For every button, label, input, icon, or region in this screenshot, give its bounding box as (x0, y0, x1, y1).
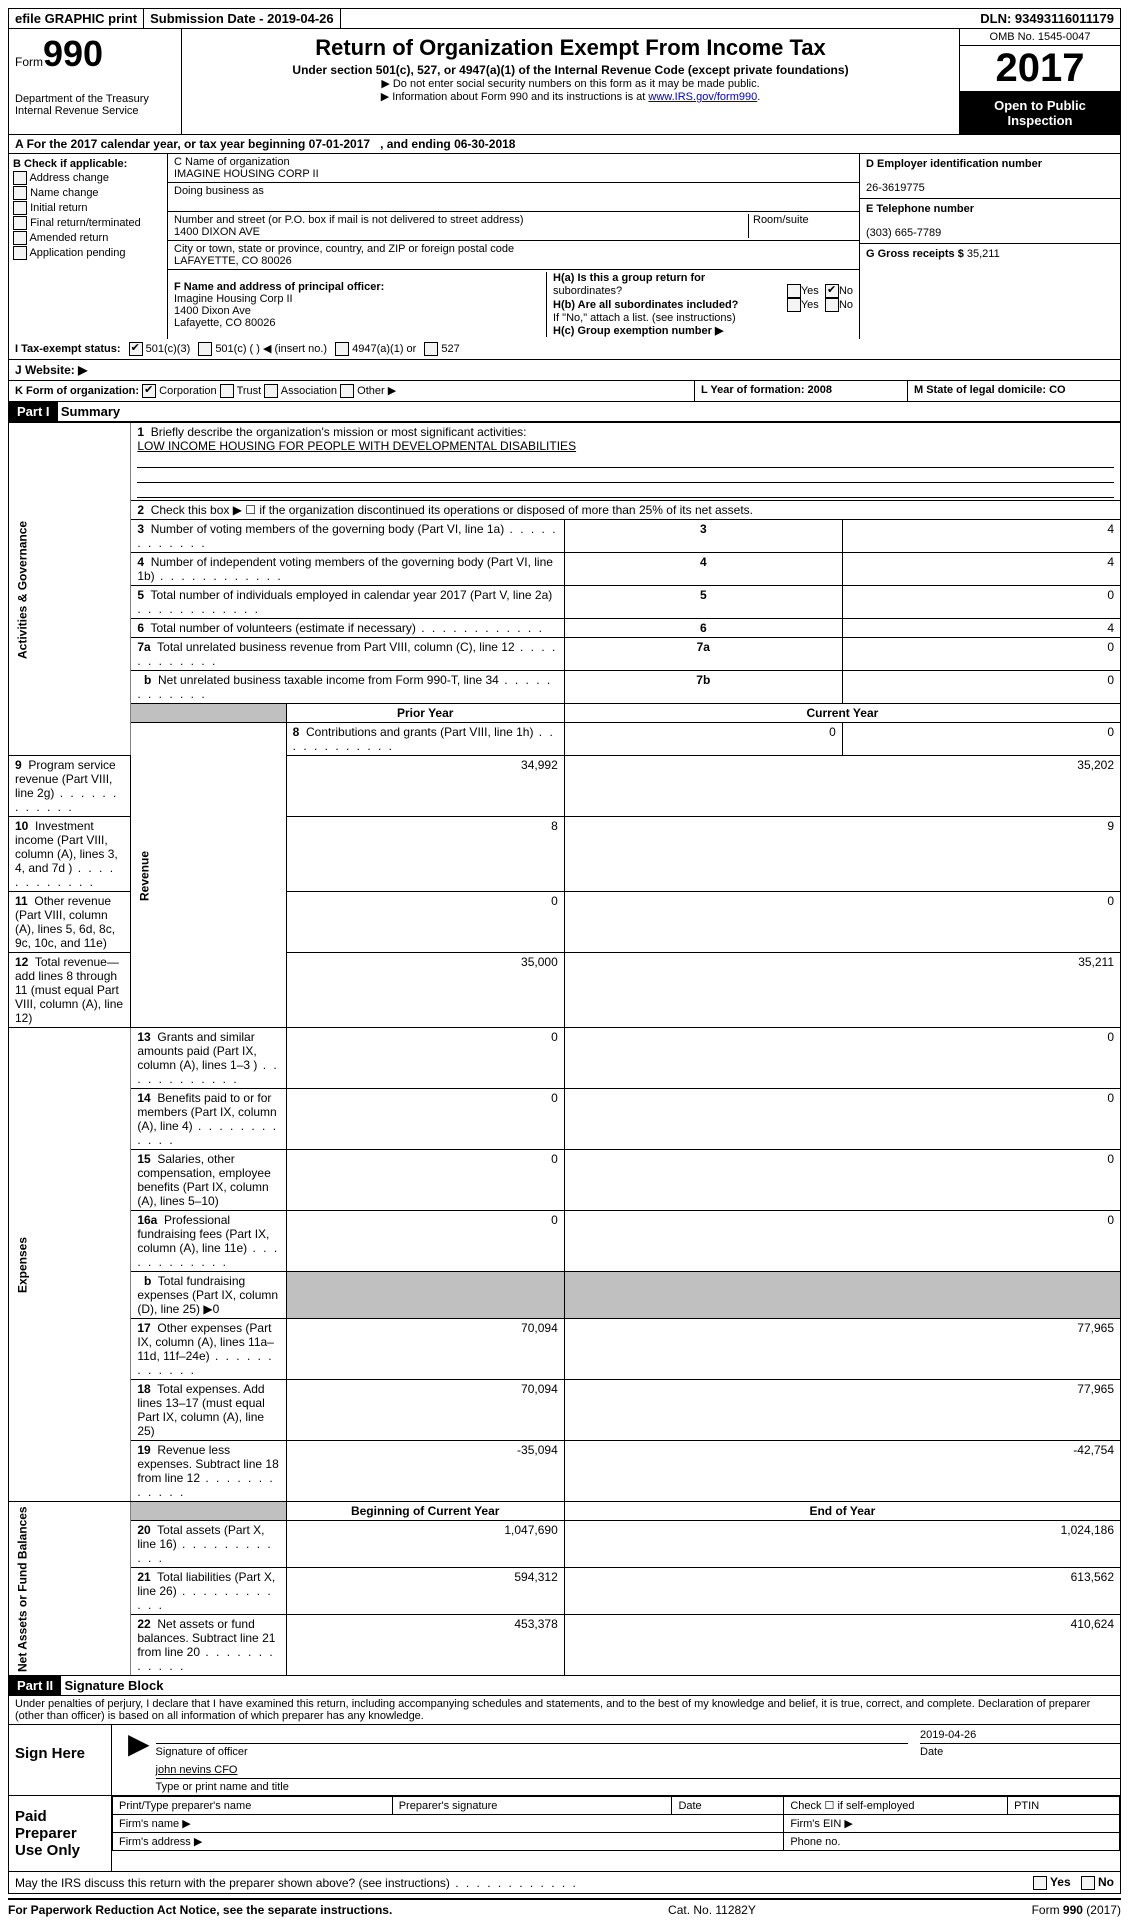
ein-cell: D Employer identification number 26-3619… (860, 154, 1120, 199)
row-k: K Form of organization: Corporation Trus… (8, 381, 1121, 402)
part1-title: Summary (61, 402, 120, 421)
net-row-22: 22 Net assets or fund balances. Subtract… (9, 1615, 1121, 1676)
expenses-label: Expenses (9, 1028, 131, 1502)
col-d-e-g: D Employer identification number 26-3619… (860, 154, 1120, 339)
part-2: Part II Signature Block (8, 1676, 1121, 1696)
city-cell: City or town, state or province, country… (168, 241, 859, 270)
sig-date: 2019-04-26 (920, 1729, 1120, 1744)
phone-cell: E Telephone number (303) 665-7789 (860, 199, 1120, 244)
exp-row-19: 19 Revenue less expenses. Subtract line … (9, 1441, 1121, 1502)
officer-name: john nevins CFO (156, 1764, 1120, 1779)
exp-row-18: 18 Total expenses. Add lines 13–17 (must… (9, 1380, 1121, 1441)
cb-other[interactable]: Other ▶ (340, 385, 396, 397)
form-subtitle: Under section 501(c), 527, or 4947(a)(1)… (190, 63, 951, 77)
cb-amended[interactable]: Amended return (13, 231, 163, 245)
preparer-table: Print/Type preparer's name Preparer's si… (112, 1796, 1120, 1851)
section-a: A For the 2017 calendar year, or tax yea… (8, 135, 1121, 154)
dept-treasury: Department of the Treasury (15, 93, 175, 105)
header-mid: Return of Organization Exempt From Incom… (182, 29, 960, 134)
dba-cell: Doing business as (168, 183, 859, 212)
omb-no: OMB No. 1545-0047 (960, 29, 1120, 46)
paperwork-notice: For Paperwork Reduction Act Notice, see … (8, 1903, 392, 1917)
block-b-to-h: B Check if applicable: Address change Na… (8, 154, 1121, 339)
discuss-row: May the IRS discuss this return with the… (8, 1872, 1121, 1894)
row-j-website: J Website: ▶ (8, 360, 1121, 381)
cb-discuss-yes[interactable] (1033, 1876, 1047, 1890)
cb-corp[interactable]: Corporation (142, 385, 217, 397)
netassets-label: Net Assets or Fund Balances (9, 1502, 131, 1676)
name-title-label: Type or print name and title (156, 1781, 1120, 1793)
gov-row-5: 5 Total number of individuals employed i… (9, 586, 1121, 619)
sig-officer-label: Signature of officer (156, 1746, 908, 1758)
irs-label: Internal Revenue Service (15, 105, 175, 117)
submission-date: Submission Date - 2019-04-26 (144, 9, 341, 28)
revenue-label: Revenue (131, 723, 286, 1028)
part2-title: Signature Block (64, 1676, 163, 1695)
cb-app-pending[interactable]: Application pending (13, 246, 163, 260)
cb-assoc[interactable]: Association (264, 385, 337, 397)
part-1: Part I Summary (8, 402, 1121, 422)
cb-final-return[interactable]: Final return/terminated (13, 216, 163, 230)
date-label: Date (920, 1746, 1120, 1758)
cb-address-change[interactable]: Address change (13, 171, 163, 185)
cb-name-change[interactable]: Name change (13, 186, 163, 200)
cb-4947[interactable]: 4947(a)(1) or (335, 342, 416, 356)
exp-row-16a: 16a Professional fundraising fees (Part … (9, 1211, 1121, 1272)
section-h: H(a) Is this a group return for subordin… (546, 272, 853, 337)
paid-preparer-label: Paid Preparer Use Only (9, 1796, 112, 1871)
section-f: F Name and address of principal officer:… (168, 270, 859, 339)
dln: DLN: 93493116011179 (974, 9, 1120, 28)
cb-trust[interactable]: Trust (220, 385, 262, 397)
perjury-text: Under penalties of perjury, I declare th… (8, 1696, 1121, 1725)
mission-text: LOW INCOME HOUSING FOR PEOPLE WITH DEVEL… (137, 439, 576, 453)
catalog-no: Cat. No. 11282Y (668, 1903, 756, 1917)
cb-527[interactable]: 527 (424, 342, 459, 356)
governance-label: Activities & Governance (9, 423, 131, 756)
address-cell: Number and street (or P.O. box if mail i… (168, 212, 859, 241)
cb-initial-return[interactable]: Initial return (13, 201, 163, 215)
irs-link[interactable]: www.IRS.gov/form990 (648, 91, 757, 103)
cb-501c[interactable]: 501(c) ( ) ◀ (insert no.) (198, 342, 327, 356)
col-b: B Check if applicable: Address change Na… (9, 154, 168, 339)
net-row-20: 20 Total assets (Part X, line 16)1,047,6… (9, 1521, 1121, 1568)
open-public: Open to PublicInspection (960, 92, 1120, 134)
gov-row-3: 3 Number of voting members of the govern… (9, 520, 1121, 553)
col-c-f: C Name of organization IMAGINE HOUSING C… (168, 154, 860, 339)
row-i: I Tax-exempt status: 501(c)(3) 501(c) ( … (8, 339, 1121, 360)
exp-row-15: 15 Salaries, other compensation, employe… (9, 1150, 1121, 1211)
net-row-21: 21 Total liabilities (Part X, line 26)59… (9, 1568, 1121, 1615)
form-title: Return of Organization Exempt From Incom… (190, 35, 951, 61)
sign-here-block: Sign Here ▶ Signature of officer 2019-04… (8, 1725, 1121, 1796)
exp-row-16b: b Total fundraising expenses (Part IX, c… (9, 1272, 1121, 1319)
note-link: ▶ Information about Form 990 and its ins… (190, 90, 951, 103)
efile-label: efile GRAPHIC print (9, 9, 144, 28)
org-name-cell: C Name of organization IMAGINE HOUSING C… (168, 154, 859, 183)
paid-preparer-block: Paid Preparer Use Only Print/Type prepar… (8, 1796, 1121, 1872)
part2-hdr: Part II (9, 1676, 61, 1695)
header-right: OMB No. 1545-0047 2017 Open to PublicIns… (960, 29, 1120, 134)
arrow-icon: ▶ (122, 1727, 156, 1793)
gov-row-7b: b Net unrelated business taxable income … (9, 671, 1121, 704)
header-left: Form990 Department of the Treasury Inter… (9, 29, 182, 134)
note-ssn: ▶ Do not enter social security numbers o… (190, 77, 951, 90)
year-header-row: Prior YearCurrent Year (9, 704, 1121, 723)
tax-year: 2017 (960, 46, 1120, 92)
top-bar: efile GRAPHIC print Submission Date - 20… (8, 8, 1121, 29)
gov-row-7a: 7a Total unrelated business revenue from… (9, 638, 1121, 671)
part1-hdr: Part I (9, 402, 58, 421)
exp-row-14: 14 Benefits paid to or for members (Part… (9, 1089, 1121, 1150)
gov-row-4: 4 Number of independent voting members o… (9, 553, 1121, 586)
footer: For Paperwork Reduction Act Notice, see … (8, 1898, 1121, 1920)
gross-receipts: G Gross receipts $ 35,211 (860, 244, 1120, 264)
exp-row-17: 17 Other expenses (Part IX, column (A), … (9, 1319, 1121, 1380)
gov-row-6: 6 Total number of volunteers (estimate i… (9, 619, 1121, 638)
cb-501c3[interactable]: 501(c)(3) (129, 342, 191, 356)
form-header: Form990 Department of the Treasury Inter… (8, 29, 1121, 135)
cb-discuss-no[interactable] (1081, 1876, 1095, 1890)
form-ref: Form 990 (2017) (1032, 1903, 1121, 1917)
summary-table: Activities & Governance 1 Briefly descri… (8, 422, 1121, 1676)
